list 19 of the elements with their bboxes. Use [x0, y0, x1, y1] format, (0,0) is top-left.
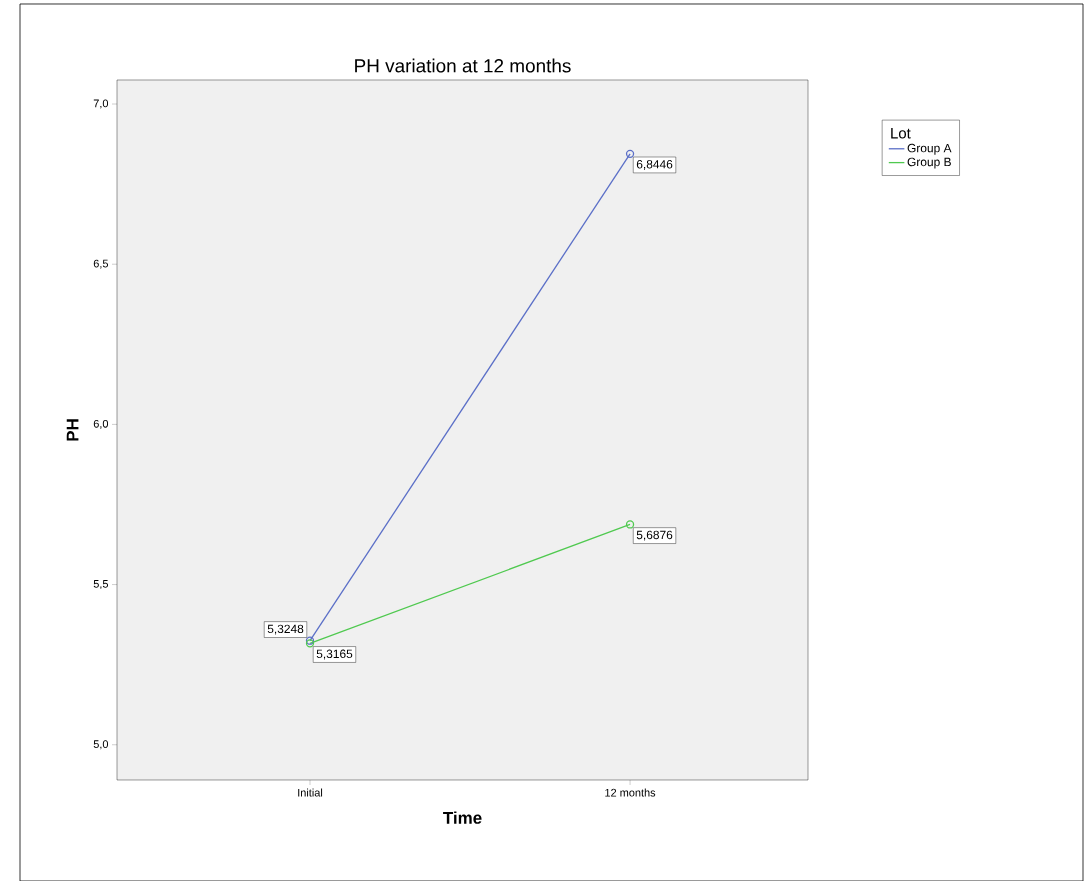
y-tick-label: 5,0	[93, 740, 109, 750]
data-label: 6,8446	[636, 159, 673, 170]
x-tick-label: 12 months	[605, 788, 656, 797]
y-tick-label: 5,5	[93, 579, 109, 589]
x-tick-label: Initial	[298, 788, 323, 797]
y-tick-label: 6,0	[93, 419, 109, 429]
point	[625, 520, 635, 529]
chart-title: PH variation at 12 months	[355, 58, 571, 73]
y-tick-label: 6,5	[93, 259, 109, 269]
y-tick-label: 7,0	[93, 99, 109, 109]
legend-label: Group B	[907, 157, 951, 169]
point	[625, 149, 635, 158]
legend-title: Lot	[891, 127, 911, 139]
legend-label: Group A	[907, 143, 952, 155]
data-label: 5,3165	[316, 649, 353, 660]
x-axis-title: Time	[443, 811, 482, 824]
data-label: 5,6876	[636, 530, 673, 541]
y-axis-title: PH	[66, 419, 79, 441]
data-label: 5,3248	[267, 624, 304, 635]
